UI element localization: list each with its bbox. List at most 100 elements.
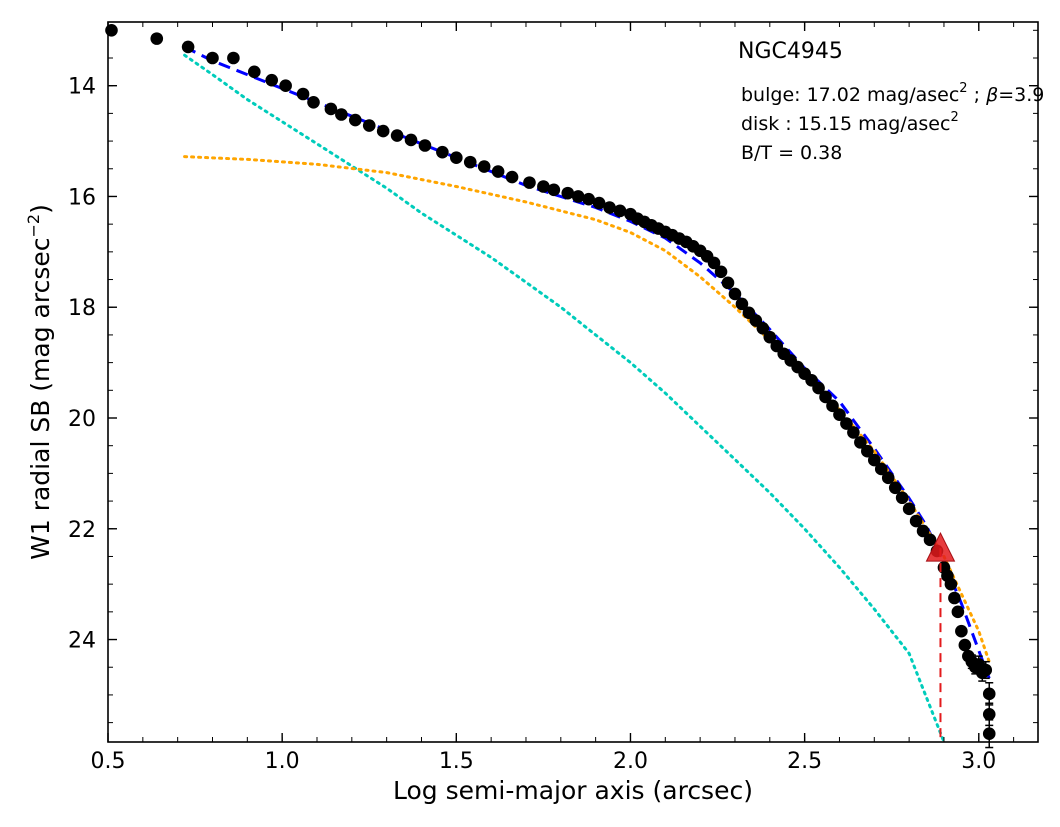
disk-annotation: disk : 15.15 mag/asec2 <box>741 110 959 135</box>
data-point <box>307 96 320 109</box>
data-point <box>613 204 627 218</box>
y-tick-label: 22 <box>68 518 96 543</box>
data-point <box>833 408 846 421</box>
data-point <box>436 145 449 159</box>
data-point <box>944 577 958 591</box>
data-point <box>888 481 902 495</box>
data-point <box>895 491 909 505</box>
data-point <box>826 399 839 413</box>
plot-frame <box>107 21 1039 743</box>
data-point <box>505 170 519 184</box>
data-point <box>902 502 916 516</box>
data-point <box>404 133 418 147</box>
chart-title: NGC4945 <box>738 39 843 64</box>
y-tick-label: 20 <box>68 407 96 432</box>
disk-sup: 2 <box>950 110 958 125</box>
data-point <box>335 108 348 121</box>
data-point <box>477 160 491 173</box>
data-point <box>324 102 338 116</box>
bulge-rest: ; <box>968 84 986 106</box>
total-fit-curve <box>183 45 991 679</box>
data-point <box>491 165 505 178</box>
data-point <box>979 663 993 677</box>
x-tick-label: 3.0 <box>961 749 996 774</box>
data-point <box>390 129 404 142</box>
data-point <box>418 139 432 152</box>
data-point <box>955 624 968 638</box>
y-tick-label: 14 <box>68 75 96 100</box>
data-point <box>265 73 279 87</box>
x-tick-label: 0.5 <box>91 749 126 774</box>
data-point <box>450 151 463 164</box>
break-marker-group <box>925 532 956 742</box>
data-point <box>561 186 575 200</box>
data-point <box>916 524 930 538</box>
bulge-text: bulge: 17.02 mag/asec <box>741 84 959 106</box>
data-point <box>867 453 881 467</box>
data-point <box>840 417 853 430</box>
y-tick-label: 24 <box>68 629 96 654</box>
y-axis-title-close: ) <box>26 204 55 214</box>
y-axis-title-main: W1 radial SB (mag arcsec <box>26 238 55 560</box>
y-axis-title-sup: −2 <box>24 214 43 238</box>
data-point <box>227 51 240 65</box>
data-point <box>547 183 561 197</box>
data-point <box>707 256 721 270</box>
data-point <box>523 176 536 189</box>
data-point <box>923 533 937 547</box>
y-tick-label: 18 <box>68 296 96 321</box>
x-tick-label: 1.0 <box>265 749 300 774</box>
data-point <box>537 180 550 193</box>
data-point <box>854 436 867 449</box>
bulge-sup: 2 <box>959 81 967 96</box>
data-point <box>582 192 595 206</box>
beta-value: =3.9 <box>998 84 1044 106</box>
data-point <box>296 87 310 101</box>
data-points <box>105 24 996 749</box>
x-tick-label: 1.5 <box>439 749 474 774</box>
data-point <box>874 462 888 476</box>
data-point <box>763 330 777 344</box>
fit-curves <box>183 45 991 742</box>
disk-text: disk : 15.15 mag/asec <box>741 113 950 135</box>
x-axis-title: Log semi-major axis (arcsec) <box>393 776 753 805</box>
data-point <box>728 287 742 301</box>
data-point <box>909 514 923 528</box>
data-point <box>881 471 895 485</box>
data-point <box>847 426 860 439</box>
data-point <box>376 124 390 138</box>
bulge-annotation: bulge: 17.02 mag/asec2 ; β=3.9 <box>741 81 1044 106</box>
x-tick-label: 2.0 <box>613 749 648 774</box>
disk-fit-curve <box>183 155 991 664</box>
data-point <box>349 113 362 127</box>
data-point <box>150 32 164 45</box>
data-point <box>279 79 292 92</box>
x-tick-label: 2.5 <box>787 749 822 774</box>
data-point <box>714 265 728 279</box>
y-axis-title: W1 radial SB (mag arcsec−2) <box>24 204 55 560</box>
data-point <box>721 276 735 290</box>
data-point <box>982 708 996 721</box>
data-point <box>756 321 770 335</box>
data-point <box>958 638 972 652</box>
data-point <box>982 727 996 740</box>
data-point <box>206 51 219 65</box>
data-point <box>592 196 606 210</box>
data-point <box>181 40 195 54</box>
data-point <box>362 119 376 132</box>
bt-annotation: B/T = 0.38 <box>741 142 842 164</box>
data-point <box>735 297 749 311</box>
data-point <box>861 444 874 458</box>
y-tick-label: 16 <box>68 185 96 210</box>
data-point <box>247 65 261 79</box>
data-point <box>982 687 996 701</box>
axis-ticks: 0.5 1.0 1.5 2.0 2.5 3.0 14 16 18 20 22 24 <box>68 22 1038 774</box>
data-point <box>603 201 616 214</box>
beta-symbol: β <box>985 84 998 106</box>
data-point <box>951 605 965 619</box>
bulge-fit-curve <box>183 53 946 742</box>
data-point <box>463 155 477 169</box>
data-point <box>948 591 961 605</box>
data-point <box>571 190 585 203</box>
